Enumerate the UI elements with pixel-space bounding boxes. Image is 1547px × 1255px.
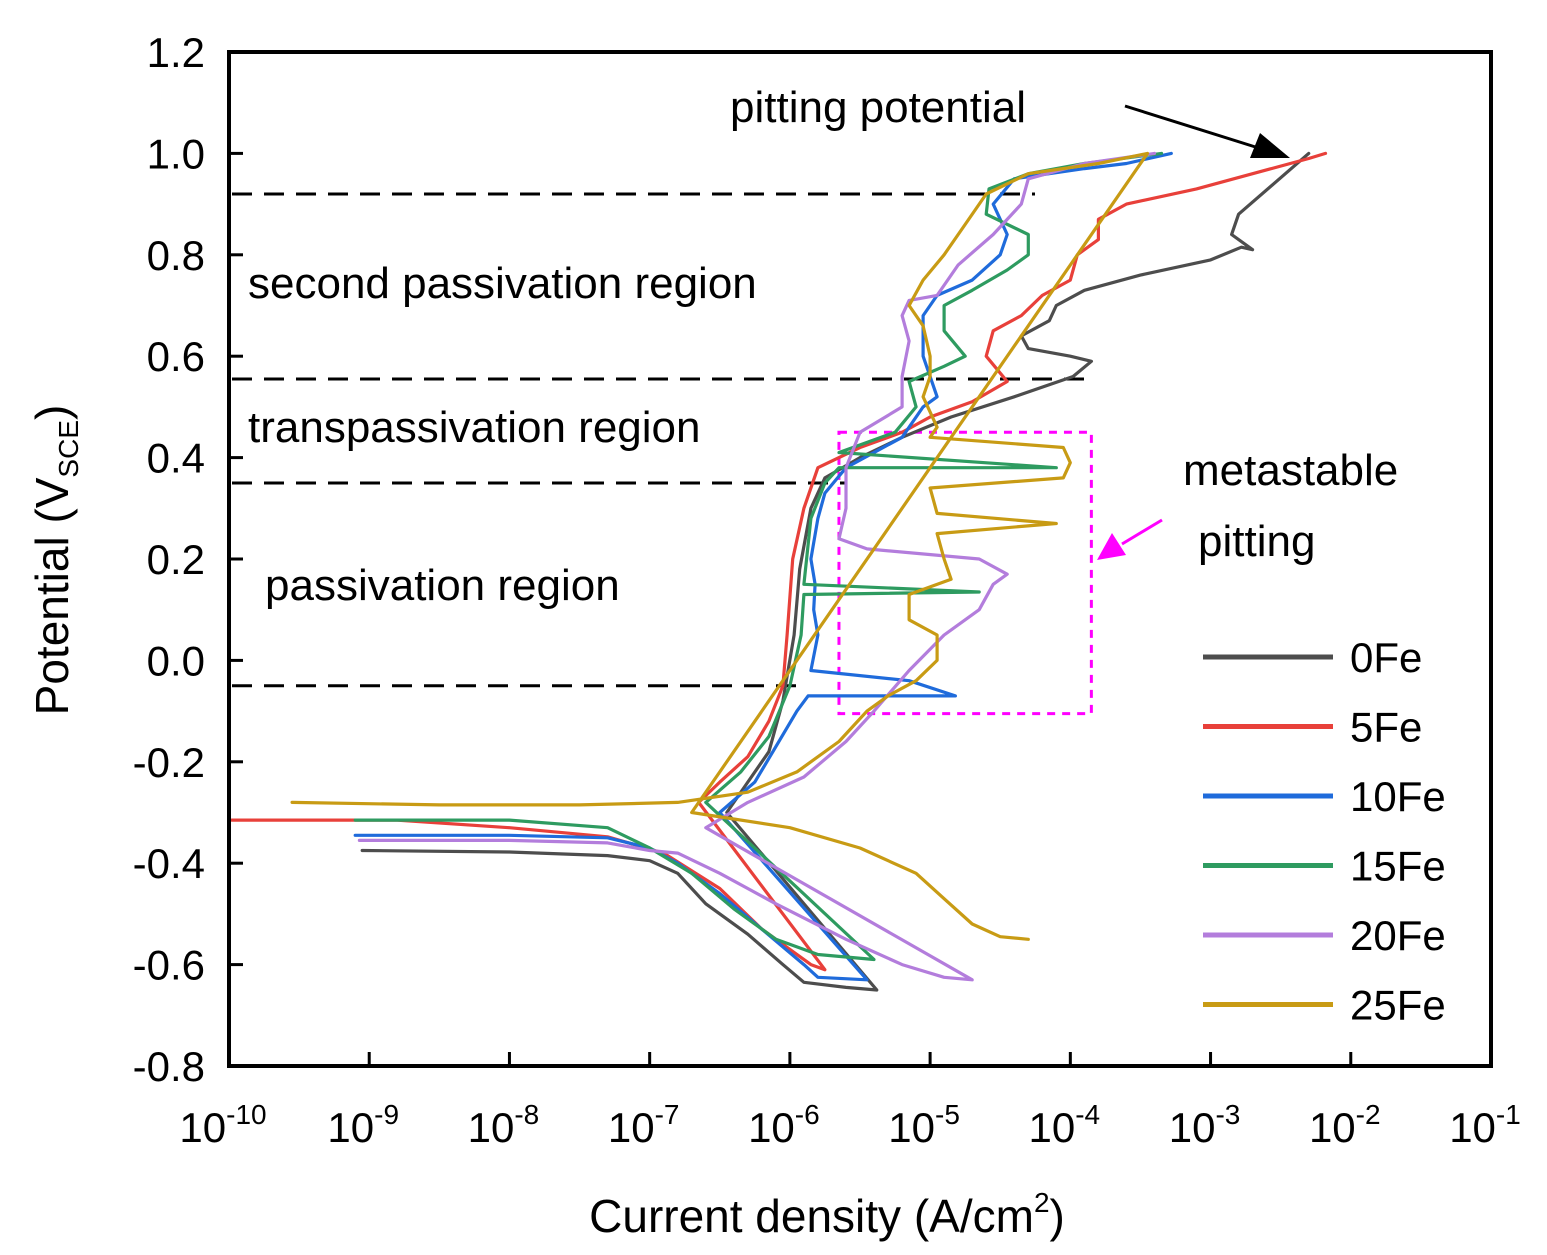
plot-area [227, 50, 1493, 1068]
x-tick-label: 10-5 [888, 1099, 960, 1151]
annotation-second-passivation: second passivation region [248, 259, 757, 308]
annotation-pitting: pitting [1198, 517, 1315, 566]
y-tick-label: 0.8 [147, 232, 205, 279]
legend-label-25Fe: 25Fe [1350, 982, 1446, 1029]
y-tick-label: 1.0 [147, 130, 205, 177]
pitting-arrow-head [1250, 133, 1290, 158]
x-axis-title: Current density (A/cm2) [589, 1187, 1065, 1242]
y-tick-label: 0.0 [147, 637, 205, 684]
y-axis-title: Potential (VSCE) [26, 405, 84, 716]
legend: 0Fe 5Fe 10Fe 15Fe 20Fe 25Fe [1203, 634, 1446, 1029]
x-axis: 10-10 10-9 10-8 10-7 10-6 10-5 10-4 10-3 10-2 10-… [179, 1052, 1521, 1151]
series-line-10Fe [353, 151, 1173, 982]
y-tick-label: -0.6 [133, 942, 205, 989]
y-axis: 1.2 1.0 0.8 0.6 0.4 0.2 0.0 -0.2 -0.4 -0.6 -0.8 [133, 29, 243, 1090]
metastable-arrow-head [1097, 533, 1126, 560]
legend-label-10Fe: 10Fe [1350, 773, 1446, 820]
y-tick-label: -0.2 [133, 739, 205, 786]
x-tick-label: 10-10 [179, 1099, 266, 1151]
annotation-transpassivation: transpassivation region [248, 403, 700, 452]
annotation-passivation: passivation region [265, 561, 620, 610]
legend-label-20Fe: 20Fe [1350, 912, 1446, 959]
metastable-arrow [1121, 518, 1163, 546]
series-line-25Fe [290, 151, 1150, 941]
y-tick-label: 0.6 [147, 333, 205, 380]
legend-label-5Fe: 5Fe [1350, 704, 1422, 751]
pitting-arrow [1124, 104, 1266, 152]
y-tick-label: 1.2 [147, 29, 205, 76]
annotation-metastable: metastable [1183, 446, 1398, 495]
series-line-20Fe [357, 151, 1157, 982]
legend-label-0Fe: 0Fe [1350, 634, 1422, 681]
y-tick-label: 0.2 [147, 536, 205, 583]
series-line-0Fe [360, 151, 1311, 992]
metastable-box [837, 430, 1093, 716]
x-tick-label: 10-1 [1449, 1099, 1521, 1151]
y-tick-label: -0.4 [133, 840, 205, 887]
legend-label-15Fe: 15Fe [1350, 843, 1446, 890]
x-tick-label: 10-7 [608, 1099, 680, 1151]
x-tick-label: 10-6 [748, 1099, 820, 1151]
y-tick-label: 0.4 [147, 435, 205, 482]
y-tick-label: -0.8 [133, 1043, 205, 1090]
x-tick-label: 10-4 [1029, 1099, 1101, 1151]
x-tick-label: 10-8 [468, 1099, 540, 1151]
x-tick-label: 10-3 [1169, 1099, 1241, 1151]
series-line-15Fe [353, 151, 1164, 962]
x-tick-label: 10-9 [327, 1099, 399, 1151]
x-tick-label: 10-2 [1309, 1099, 1381, 1151]
annotation-pitting-potential: pitting potential [730, 83, 1026, 132]
